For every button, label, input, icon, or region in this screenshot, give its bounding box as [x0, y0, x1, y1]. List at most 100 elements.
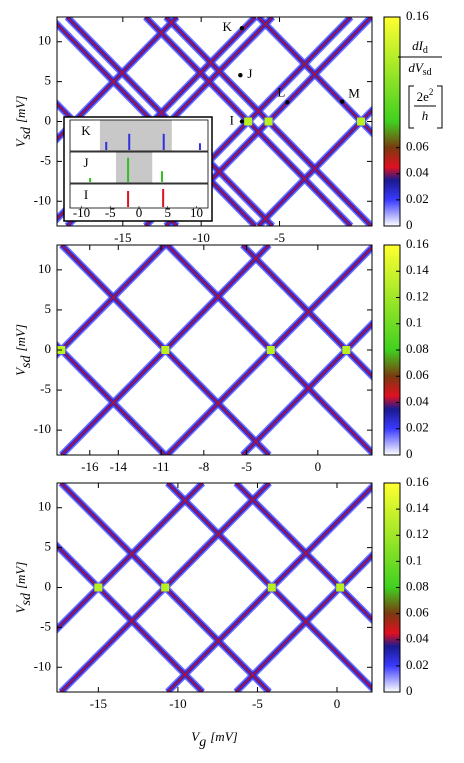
axis-label-main: V — [13, 366, 28, 376]
colorbar-tick-label: 0.14 — [406, 500, 429, 515]
colorbar-tick-label: 0.02 — [406, 420, 429, 435]
crossing-point — [266, 346, 275, 354]
crossing-point — [342, 346, 351, 354]
crossing-point — [357, 117, 366, 126]
annotation-label: M — [348, 86, 360, 101]
label-part: dI — [412, 38, 424, 53]
inset-row-label: I — [84, 187, 88, 202]
annotation-point — [239, 119, 245, 124]
inset-row-frame — [69, 151, 209, 184]
inset-tick-label: -10 — [73, 205, 90, 220]
colorbar-label-den: dVsd — [408, 60, 431, 78]
heatmap — [57, 245, 372, 455]
colorbar-label-num: dId — [412, 38, 428, 56]
label-part: 2e — [417, 89, 430, 104]
colorbar-tick-label: 0.14 — [406, 262, 429, 277]
colorbar-tick-label: 0.16 — [406, 236, 429, 251]
x-tick-label: -5 — [241, 459, 252, 474]
colorbar-tick-label: 0 — [406, 683, 413, 698]
crossing-point — [161, 346, 170, 354]
y-tick-label: 5 — [45, 539, 52, 554]
annotation-label: K — [223, 19, 233, 34]
y-tick-label: 5 — [45, 301, 52, 316]
label-part: dV — [408, 60, 425, 75]
colorbar-tick-label: 0.06 — [406, 605, 429, 620]
axis-label: Vsd [mV] — [13, 324, 34, 376]
axis-label-unit: [mV] — [210, 729, 237, 744]
annotation-point — [340, 99, 345, 104]
y-tick-label: 10 — [38, 261, 51, 276]
y-tick-label: 10 — [38, 499, 51, 514]
axis-label-unit: [mV] — [13, 562, 28, 589]
inset-shade — [99, 120, 172, 151]
plot-background — [57, 245, 372, 455]
inset-tick-label: 0 — [136, 205, 143, 220]
axis-label-sub: sd — [19, 126, 34, 139]
axis-label-main: V — [13, 603, 28, 613]
unit-den: h — [422, 108, 429, 123]
crossing-point — [94, 583, 103, 592]
y-tick-label: -10 — [34, 421, 51, 436]
axis-label-main: V — [13, 137, 28, 147]
colorbar-tick-label: 0.08 — [406, 578, 429, 593]
annotation-label: L — [277, 84, 285, 99]
plot-background — [57, 483, 372, 692]
heatmap — [57, 483, 372, 692]
x-tick-label: -10 — [169, 696, 186, 711]
colorbar-tick-label: 0.12 — [406, 526, 429, 541]
colorbar-tick-label: 0.02 — [406, 657, 429, 672]
colorbar-tick-label: 0 — [406, 446, 413, 461]
label-part: 2 — [429, 87, 434, 97]
colorbar-tick-label: 0.02 — [406, 191, 429, 206]
inset-tick-label: 10 — [190, 205, 203, 220]
x-tick-label: -10 — [193, 230, 210, 245]
x-tick-label: -8 — [198, 459, 209, 474]
inset-row-frame — [69, 119, 209, 152]
label-part: sd — [423, 67, 432, 78]
x-tick-label: -14 — [110, 459, 128, 474]
x-tick-label: 0 — [334, 696, 341, 711]
y-tick-label: 5 — [45, 73, 52, 88]
colorbar-tick-label: 0.04 — [406, 631, 429, 646]
colorbar-tick-label: 0.04 — [406, 393, 429, 408]
y-tick-label: -5 — [40, 618, 51, 633]
inset-shade — [116, 152, 153, 183]
colorbar-tick-label: 0.04 — [406, 165, 429, 180]
axis-label: Vsd [mV] — [13, 96, 34, 148]
colorbar-tick-label: 0.06 — [406, 139, 429, 154]
y-tick-label: -5 — [40, 152, 51, 167]
y-tick-label: -5 — [40, 381, 51, 396]
y-tick-label: -10 — [34, 192, 51, 207]
annotation-point — [285, 100, 290, 105]
colorbar — [383, 16, 401, 227]
x-tick-label: -11 — [153, 459, 170, 474]
annotation-label: I — [230, 112, 234, 127]
y-tick-label: 0 — [45, 112, 52, 127]
crossing-point — [264, 117, 273, 126]
annotation-point — [238, 73, 243, 78]
y-tick-label: 0 — [45, 341, 52, 356]
annotation-label: J — [247, 66, 252, 81]
colorbar-tick-label: 0.06 — [406, 367, 429, 382]
inset-tick-label: -5 — [105, 205, 116, 220]
inset-row-label: K — [81, 123, 91, 138]
bracket — [408, 85, 414, 129]
x-tick-label: -16 — [81, 459, 99, 474]
y-tick-label: -10 — [34, 658, 51, 673]
annotation-point — [239, 25, 245, 31]
inset-tick-label: 5 — [165, 205, 172, 220]
colorbar-tick-label: 0.08 — [406, 341, 429, 356]
inset-row-label: J — [83, 155, 88, 170]
bracket — [437, 85, 443, 129]
x-tick-label: -15 — [90, 696, 107, 711]
axis-label: Vsd [mV] — [13, 562, 34, 614]
x-tick-label: -5 — [274, 230, 285, 245]
colorbar-tick-label: 0 — [406, 217, 413, 232]
crossing-point — [267, 583, 276, 592]
y-tick-label: 0 — [45, 578, 52, 593]
colorbar-tick-label: 0.1 — [406, 315, 422, 330]
crossing-point — [161, 583, 170, 592]
colorbar-tick-label: 0.16 — [406, 8, 429, 23]
axis-label-sub: sd — [19, 355, 34, 368]
